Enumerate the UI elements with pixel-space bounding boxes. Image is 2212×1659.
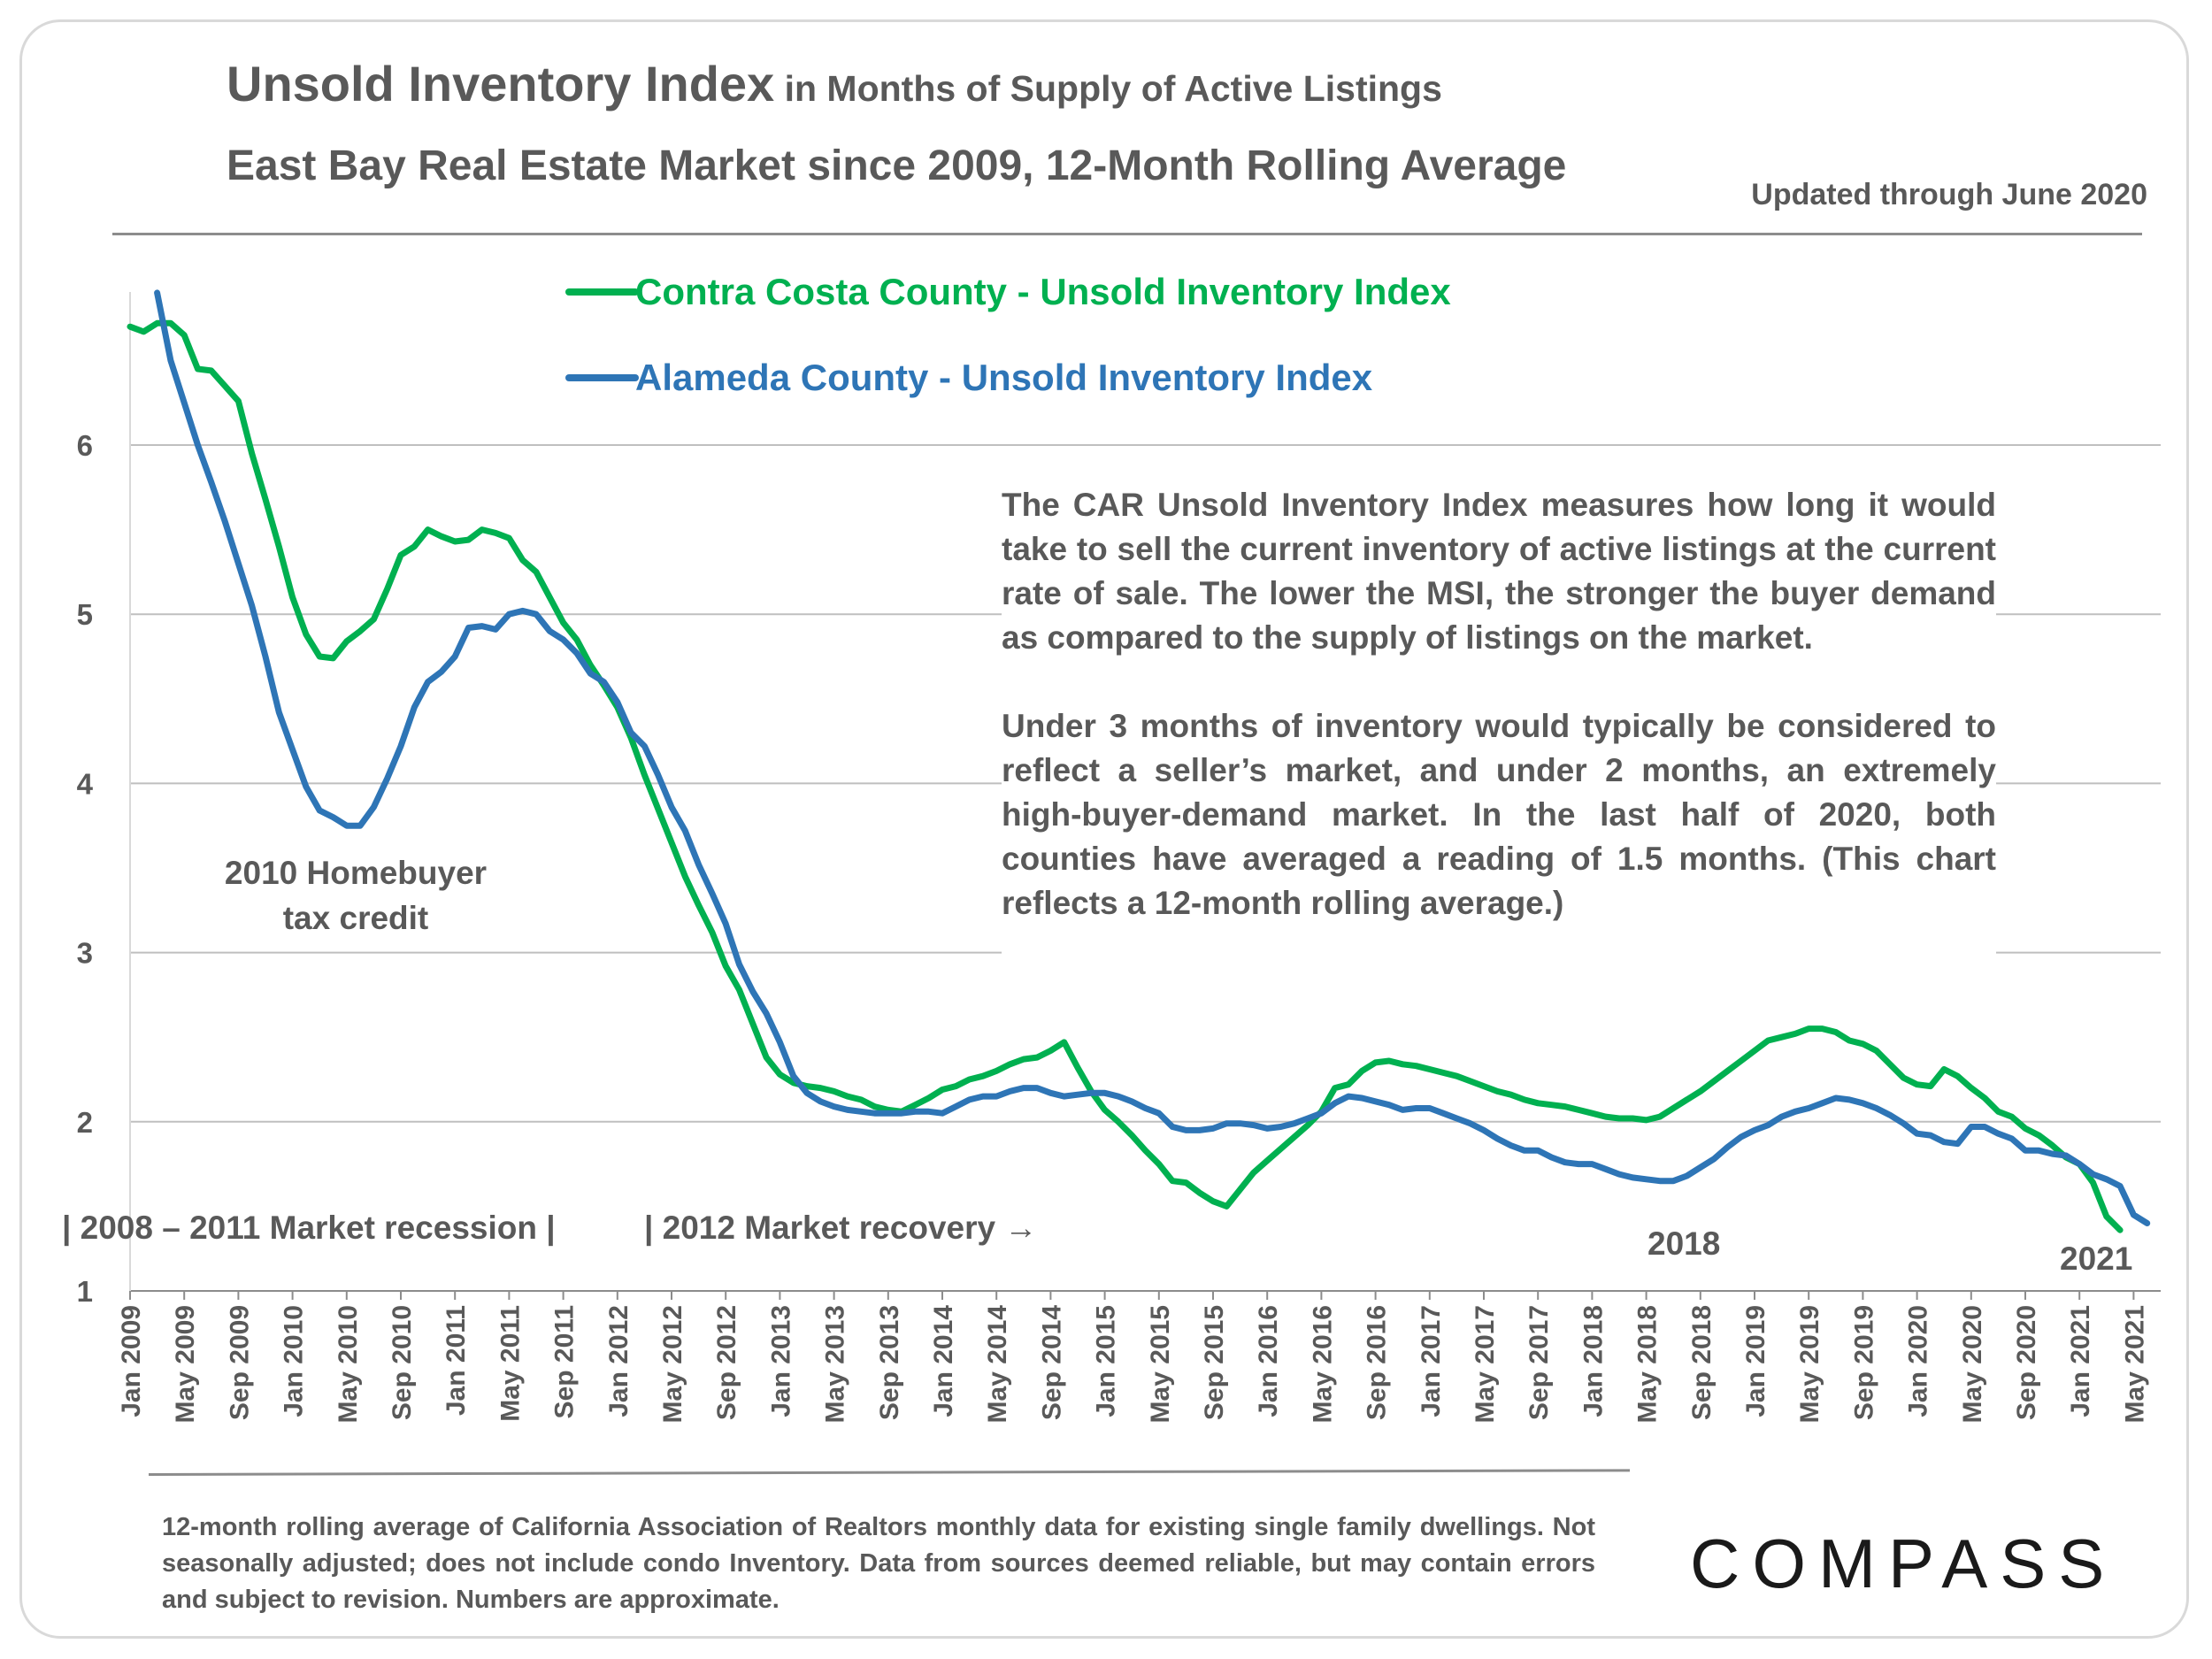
updated-note: Updated through June 2020 [1751, 178, 2147, 211]
chart-title-suffix: in Months of Supply of Active Listings [774, 68, 1442, 109]
x-tick-label: May 2014 [983, 1305, 1012, 1424]
x-tick-label: Sep 2009 [225, 1305, 254, 1420]
annotation-tax-credit-line-2: tax credit [283, 900, 429, 936]
x-tick-label: May 2017 [1471, 1305, 1500, 1423]
x-tick-label: May 2010 [334, 1305, 363, 1423]
x-tick-label: May 2020 [1958, 1305, 1987, 1423]
x-tick-label: Sep 2017 [1525, 1305, 1554, 1420]
x-tick-label: Jan 2020 [1904, 1305, 1933, 1417]
x-tick-label: May 2013 [821, 1305, 850, 1423]
x-tick-label: Sep 2016 [1363, 1305, 1392, 1420]
compass-logo: COMPASS [1690, 1525, 2117, 1602]
x-tick-label: Sep 2013 [875, 1305, 904, 1420]
x-tick-label: Jan 2021 [2066, 1305, 2095, 1417]
x-tick-label: Jan 2012 [604, 1305, 634, 1417]
x-tick-label: Sep 2012 [712, 1305, 741, 1420]
series-line-alameda [154, 289, 2151, 1226]
legend-contra-costa-label: Contra Costa County - Unsold Inventory I… [635, 271, 1451, 312]
y-tick-label: 4 [77, 767, 94, 800]
legend-alameda-label: Alameda County - Unsold Inventory Index [635, 357, 1373, 398]
y-tick-label: 5 [77, 598, 93, 631]
series-line-contra-costa [127, 319, 2124, 1233]
x-tick-label: Jan 2016 [1254, 1305, 1283, 1417]
header-divider [112, 233, 2142, 235]
x-tick-label: Sep 2015 [1200, 1305, 1229, 1420]
x-tick-label: Sep 2018 [1687, 1305, 1717, 1420]
x-tick-label: Jan 2013 [766, 1305, 795, 1417]
x-tick-label: May 2015 [1146, 1305, 1175, 1423]
x-tick-label: Jan 2017 [1417, 1305, 1446, 1417]
chart-title: Unsold Inventory Index in Months of Supp… [227, 56, 1442, 111]
footnote: 12-month rolling average of California A… [162, 1513, 1595, 1614]
x-tick-label: Jan 2014 [929, 1305, 958, 1417]
y-tick-label: 6 [77, 429, 93, 462]
y-tick-label: 3 [77, 937, 93, 970]
x-tick-label: May 2019 [1795, 1305, 1824, 1423]
annotation-tax-credit-line-1: 2010 Homebuyer [225, 855, 487, 891]
x-tick-label: May 2009 [171, 1305, 200, 1423]
x-tick-label: Sep 2011 [550, 1305, 580, 1418]
description-paragraph-2: Under 3 months of inventory would typica… [1002, 708, 1996, 921]
y-tick-label: 1 [77, 1275, 93, 1308]
x-tick-label: May 2011 [495, 1305, 525, 1422]
x-tick-label: Sep 2020 [2012, 1305, 2041, 1420]
chart-subtitle: East Bay Real Estate Market since 2009, … [227, 142, 1567, 189]
x-tick-label: Sep 2010 [388, 1305, 417, 1420]
x-tick-label: Jan 2018 [1578, 1305, 1608, 1417]
description-box: The CAR Unsold Inventory Index measures … [1002, 483, 1996, 970]
annotation-2021: 2021 [2060, 1240, 2132, 1277]
x-tick-label: Sep 2014 [1037, 1305, 1066, 1420]
chart-frame [19, 19, 2189, 1639]
x-tick-label: Sep 2019 [1849, 1305, 1878, 1420]
x-tick-label: May 2012 [658, 1305, 687, 1423]
annotation-recession: | 2008 – 2011 Market recession | [62, 1210, 556, 1247]
x-tick-label: May 2021 [2120, 1305, 2149, 1423]
x-tick-label: Jan 2010 [280, 1305, 309, 1417]
annotation-recovery: | 2012 Market recovery → [644, 1210, 1037, 1247]
x-tick-label: Jan 2019 [1741, 1305, 1770, 1417]
x-tick-label: May 2016 [1308, 1305, 1337, 1423]
x-tick-label: May 2018 [1633, 1305, 1663, 1423]
y-tick-label: 2 [77, 1106, 93, 1139]
description-paragraph-1: The CAR Unsold Inventory Index measures … [1002, 487, 1996, 656]
annotation-2018: 2018 [1647, 1225, 1720, 1262]
x-tick-label: Jan 2009 [117, 1305, 146, 1417]
x-tick-label: Jan 2011 [442, 1305, 471, 1416]
x-tick-label: Jan 2015 [1092, 1305, 1121, 1417]
